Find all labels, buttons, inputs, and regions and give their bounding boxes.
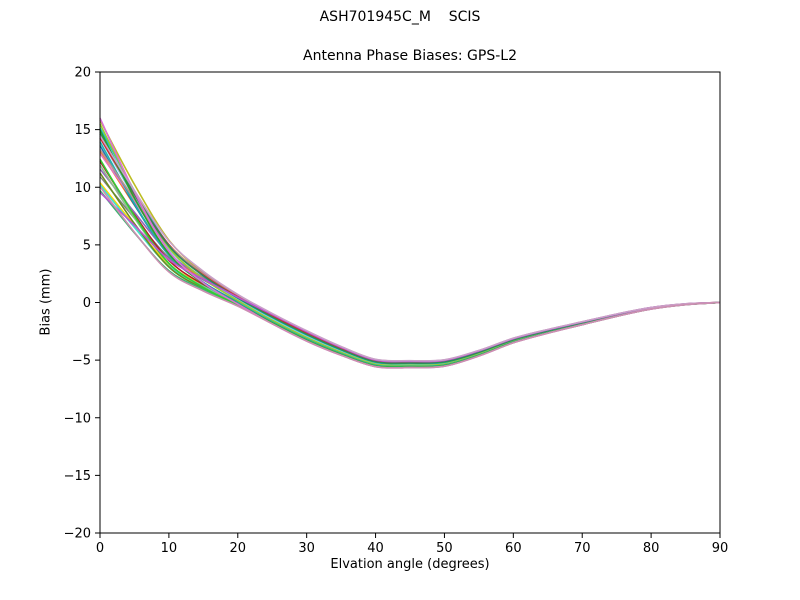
series-path: [99, 131, 721, 366]
series-path: [99, 186, 721, 369]
y-tick-label: −5: [72, 354, 91, 369]
y-tick-label: −10: [64, 411, 91, 426]
x-tick-label: 70: [574, 541, 591, 556]
x-tick-label: 0: [96, 541, 104, 556]
figure-title: ASH701945C_M SCIS: [319, 9, 481, 25]
x-tick-label: 90: [712, 541, 729, 556]
series-path: [99, 141, 721, 368]
series-path: [99, 119, 721, 364]
x-tick-label: 20: [230, 541, 247, 556]
plot-border: [99, 71, 721, 534]
series-path: [99, 129, 721, 369]
series-path: [99, 123, 721, 367]
y-tick-label: 10: [74, 181, 91, 196]
y-tick-label: −20: [64, 527, 91, 542]
axes-title: Antenna Phase Biases: GPS-L2: [303, 48, 517, 64]
series-path: [99, 133, 721, 365]
x-tick-label: 40: [367, 541, 384, 556]
x-tick-label: 10: [161, 541, 178, 556]
x-tick-label: 60: [505, 541, 522, 556]
series-path: [99, 145, 721, 367]
y-tick-label: 15: [74, 123, 91, 138]
y-tick-label: 20: [74, 66, 91, 81]
y-tick-label: 0: [83, 296, 91, 311]
y-tick-label: 5: [83, 238, 91, 253]
series-path: [99, 152, 721, 363]
series-path: [99, 127, 721, 365]
series-path: [99, 137, 721, 366]
x-tick-label: 80: [643, 541, 660, 556]
series-path: [99, 150, 721, 365]
series-path: [99, 137, 721, 364]
x-axis-label: Elvation angle (degrees): [330, 557, 490, 572]
x-tick-label: 50: [436, 541, 453, 556]
series-path: [99, 117, 721, 369]
series-path: [99, 148, 721, 362]
series-path: [99, 135, 721, 362]
x-tick-label: 30: [298, 541, 315, 556]
y-tick-label: −15: [64, 469, 91, 484]
